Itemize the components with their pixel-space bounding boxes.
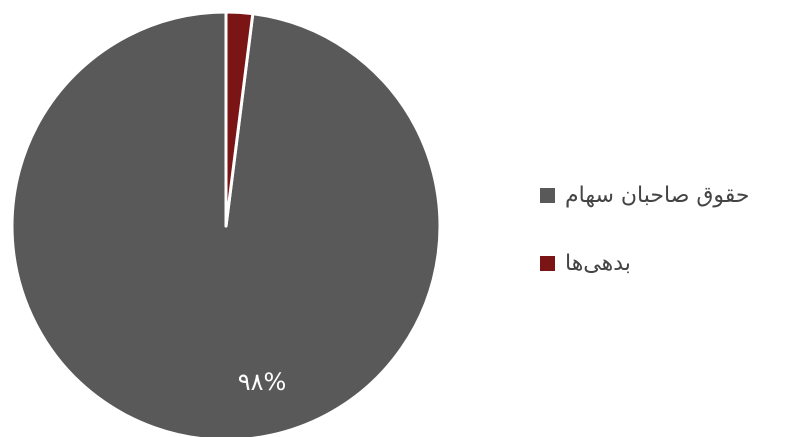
chart-legend: حقوق صاحبان سهام بدهی‌ها: [540, 176, 750, 312]
legend-item-equity: حقوق صاحبان سهام: [540, 176, 750, 214]
legend-item-liabilities: بدهی‌ها: [540, 244, 750, 282]
legend-label-liabilities: بدهی‌ها: [565, 250, 631, 276]
slice-labels: ۹۸%: [238, 368, 287, 396]
pie-slice-liabilities: [224, 10, 255, 228]
legend-swatch-equity: [540, 187, 555, 203]
slice-label-equity: ۹۸%: [238, 368, 287, 396]
legend-label-equity: حقوق صاحبان سهام: [565, 182, 750, 208]
pie-slices: [10, 10, 442, 437]
legend-swatch-liabilities: [540, 255, 555, 271]
